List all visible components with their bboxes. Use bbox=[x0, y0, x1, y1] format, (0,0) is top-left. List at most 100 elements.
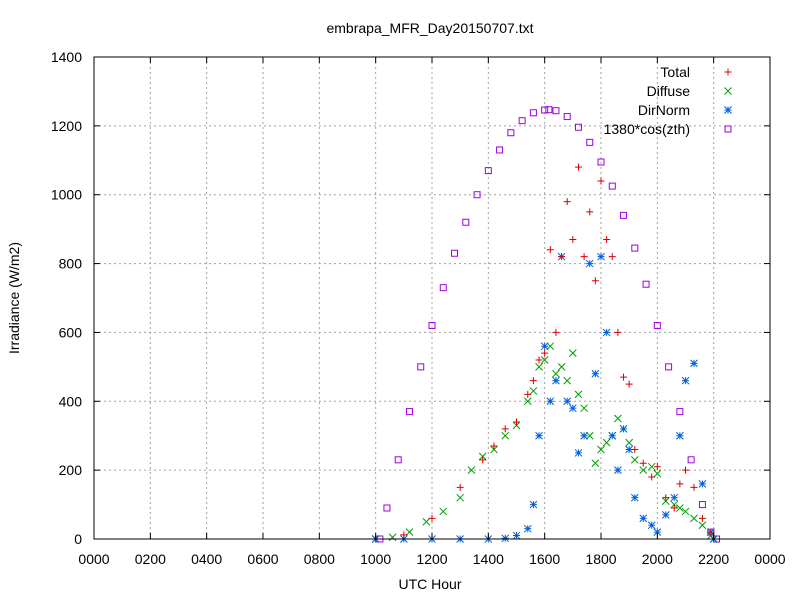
data-point bbox=[501, 534, 510, 543]
x-tick-label: 1400 bbox=[473, 551, 504, 567]
data-point bbox=[585, 431, 594, 440]
data-point bbox=[648, 473, 656, 481]
data-point bbox=[545, 106, 553, 114]
y-tick-label: 1000 bbox=[51, 187, 82, 203]
data-point bbox=[608, 253, 616, 261]
data-point bbox=[513, 418, 520, 426]
data-point bbox=[529, 387, 538, 395]
data-point bbox=[529, 377, 537, 385]
data-point bbox=[546, 397, 555, 406]
data-point bbox=[405, 408, 413, 416]
data-point bbox=[552, 107, 560, 115]
x-tick-label: 2000 bbox=[642, 551, 673, 567]
data-point bbox=[698, 480, 707, 488]
x-tick-label: 0000 bbox=[78, 551, 109, 567]
legend: Total Diffuse DirNorm 1380*cos(zth) bbox=[604, 64, 732, 137]
data-point bbox=[490, 442, 498, 450]
data-point bbox=[687, 456, 695, 464]
legend-label: Total bbox=[660, 64, 690, 80]
data-point bbox=[501, 431, 510, 440]
data-point bbox=[456, 483, 464, 491]
data-point bbox=[614, 414, 622, 423]
data-point bbox=[428, 514, 436, 522]
data-point bbox=[439, 507, 448, 516]
data-point bbox=[653, 322, 661, 330]
data-point bbox=[569, 235, 577, 243]
grid bbox=[94, 57, 770, 539]
data-point bbox=[574, 163, 582, 171]
data-point bbox=[707, 528, 715, 536]
data-point bbox=[653, 469, 662, 478]
data-point bbox=[568, 349, 577, 357]
data-point bbox=[552, 376, 560, 385]
y-tick-label: 1400 bbox=[51, 49, 82, 65]
data-point bbox=[631, 445, 639, 453]
data-point bbox=[563, 397, 572, 406]
data-point bbox=[603, 235, 611, 243]
data-point bbox=[552, 369, 560, 378]
data-point bbox=[563, 376, 572, 385]
legend-label: Diffuse bbox=[647, 83, 691, 99]
data-point bbox=[639, 459, 647, 467]
data-point bbox=[682, 466, 689, 474]
data-point bbox=[690, 359, 698, 368]
x-tick-label: 1800 bbox=[585, 551, 616, 567]
x-tick-label: 0600 bbox=[247, 551, 278, 567]
data-point bbox=[619, 424, 628, 433]
data-point bbox=[591, 459, 600, 468]
data-point bbox=[512, 531, 521, 540]
data-point bbox=[690, 514, 698, 523]
data-point bbox=[670, 493, 679, 502]
data-point bbox=[558, 253, 566, 261]
legend-marker bbox=[724, 125, 732, 133]
data-point bbox=[541, 106, 549, 114]
data-point bbox=[535, 356, 543, 364]
legend-marker bbox=[724, 68, 732, 76]
series-total bbox=[372, 163, 718, 543]
y-tick-label: 1200 bbox=[51, 118, 82, 134]
data-point bbox=[597, 252, 605, 261]
x-axis: 0000 0200 0400 0600 0800 1000 1200 1400 1600 1800… bbox=[78, 57, 786, 567]
data-point bbox=[676, 504, 684, 512]
x-tick-label: 1000 bbox=[360, 551, 391, 567]
data-point bbox=[653, 463, 661, 471]
data-point bbox=[676, 480, 684, 488]
data-point bbox=[608, 182, 616, 190]
x-tick-label: 0800 bbox=[304, 551, 335, 567]
data-point bbox=[614, 328, 622, 336]
data-point bbox=[574, 123, 582, 131]
legend-label: 1380*cos(zth) bbox=[604, 121, 690, 137]
data-layer bbox=[371, 106, 720, 543]
data-point bbox=[428, 322, 436, 330]
data-point bbox=[462, 218, 470, 226]
data-point bbox=[580, 404, 588, 413]
data-point bbox=[456, 493, 465, 502]
chart-title: embrapa_MFR_Day20150707.txt bbox=[326, 20, 533, 36]
y-tick-label: 400 bbox=[59, 393, 83, 409]
y-axis: 0 200 400 600 800 1000 1200 1400 bbox=[51, 49, 770, 547]
data-point bbox=[535, 363, 543, 371]
x-tick-label: 0200 bbox=[135, 551, 166, 567]
data-point bbox=[631, 244, 639, 252]
data-point bbox=[647, 462, 656, 471]
data-point bbox=[698, 514, 706, 522]
data-point bbox=[676, 408, 684, 416]
data-point bbox=[540, 356, 549, 364]
data-point bbox=[518, 117, 526, 125]
x-axis-label: UTC Hour bbox=[398, 576, 461, 592]
data-point bbox=[580, 431, 588, 440]
data-point bbox=[383, 504, 391, 512]
y-axis-label: Irradiance (W/m2) bbox=[6, 242, 22, 354]
data-point bbox=[501, 425, 509, 433]
data-point bbox=[529, 109, 537, 117]
data-point bbox=[630, 493, 639, 502]
data-point bbox=[529, 500, 538, 509]
data-point bbox=[557, 363, 566, 371]
data-point bbox=[597, 177, 605, 185]
data-point bbox=[535, 431, 543, 440]
data-point bbox=[597, 158, 605, 166]
data-point bbox=[496, 146, 504, 154]
data-point bbox=[540, 342, 549, 351]
data-point bbox=[484, 167, 492, 175]
